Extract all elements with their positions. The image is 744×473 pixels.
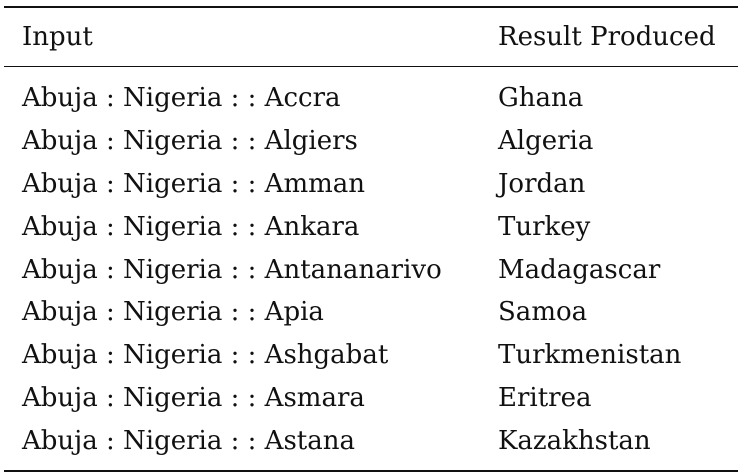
row-input-cell: Abuja : Nigeria : : Antananarivo bbox=[22, 254, 442, 285]
table-bottom-rule bbox=[4, 470, 738, 473]
row-input-cell: Abuja : Nigeria : : Ashgabat bbox=[22, 340, 389, 371]
table-row: Abuja : Nigeria : : Astana Kazakhstan bbox=[4, 419, 738, 462]
table-top-rule bbox=[4, 6, 738, 8]
row-input-cell: Abuja : Nigeria : : Accra bbox=[22, 83, 341, 114]
row-result-cell: Algeria bbox=[498, 126, 594, 157]
table-row: Abuja : Nigeria : : Accra Ghana bbox=[4, 77, 738, 120]
table-body: Abuja : Nigeria : : Accra Ghana Abuja : … bbox=[4, 67, 738, 470]
table-row: Abuja : Nigeria : : Ashgabat Turkmenista… bbox=[4, 334, 738, 377]
row-result-cell: Madagascar bbox=[498, 254, 661, 285]
row-result-cell: Ghana bbox=[498, 83, 584, 114]
row-result-cell: Turkey bbox=[498, 211, 591, 242]
table-row: Abuja : Nigeria : : Amman Jordan bbox=[4, 163, 738, 206]
row-result-cell: Eritrea bbox=[498, 382, 592, 413]
table-header-rule bbox=[4, 66, 738, 67]
row-input-cell: Abuja : Nigeria : : Amman bbox=[22, 168, 366, 199]
row-input-cell: Abuja : Nigeria : : Asmara bbox=[22, 382, 365, 413]
table-row: Abuja : Nigeria : : Algiers Algeria bbox=[4, 120, 738, 163]
table-row: Abuja : Nigeria : : Ankara Turkey bbox=[4, 205, 738, 248]
row-result-cell: Turkmenistan bbox=[498, 340, 682, 371]
row-result-cell: Samoa bbox=[498, 297, 588, 328]
header-input: Input bbox=[22, 22, 93, 52]
row-input-cell: Abuja : Nigeria : : Ankara bbox=[22, 211, 360, 242]
analogy-results-table: Input Result Produced Abuja : Nigeria : … bbox=[4, 6, 738, 473]
row-input-cell: Abuja : Nigeria : : Algiers bbox=[22, 126, 358, 157]
table-row: Abuja : Nigeria : : Antananarivo Madagas… bbox=[4, 248, 738, 291]
table-row: Abuja : Nigeria : : Asmara Eritrea bbox=[4, 377, 738, 420]
row-input-cell: Abuja : Nigeria : : Apia bbox=[22, 297, 324, 328]
row-input-cell: Abuja : Nigeria : : Astana bbox=[22, 425, 355, 456]
table-row: Abuja : Nigeria : : Apia Samoa bbox=[4, 291, 738, 334]
row-result-cell: Kazakhstan bbox=[498, 425, 651, 456]
row-result-cell: Jordan bbox=[498, 168, 586, 199]
header-result-produced: Result Produced bbox=[498, 22, 716, 52]
table-header-row: Input Result Produced bbox=[4, 8, 738, 66]
